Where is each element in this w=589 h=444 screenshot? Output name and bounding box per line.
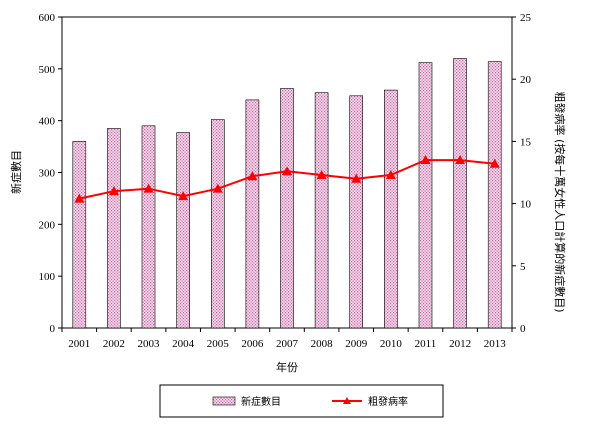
bar xyxy=(418,62,433,329)
y2-tick-label: 0 xyxy=(520,323,526,335)
bar xyxy=(141,125,156,329)
bar xyxy=(349,95,364,329)
bar xyxy=(280,88,294,329)
bar-series xyxy=(72,58,502,329)
line-point xyxy=(420,155,431,165)
x-tick-label: 2005 xyxy=(207,338,230,350)
x-tick-label: 2012 xyxy=(449,338,471,350)
y2-tick-label: 5 xyxy=(520,261,526,273)
bar xyxy=(245,99,260,329)
x-tick-label: 2013 xyxy=(484,338,507,350)
bar xyxy=(107,128,121,329)
x-tick-label: 2010 xyxy=(380,338,403,350)
bar xyxy=(211,119,225,329)
y2-axis-title: 粗發病率 (按每十萬女性人口計算的新症數目) xyxy=(553,91,567,312)
x-tick-label: 2003 xyxy=(138,338,161,350)
bar xyxy=(72,141,87,329)
line-point xyxy=(282,166,292,176)
x-tick-label: 2007 xyxy=(276,338,299,350)
legend-line-marker xyxy=(343,397,351,404)
x-tick-label: 2009 xyxy=(345,338,368,350)
line-point xyxy=(178,191,189,201)
bar xyxy=(314,92,329,329)
line-point xyxy=(74,193,85,203)
y-tick-label: 300 xyxy=(39,168,56,180)
bar xyxy=(176,132,190,329)
x-tick-label: 2011 xyxy=(415,338,437,350)
y-tick-label: 100 xyxy=(39,271,56,283)
line-point xyxy=(143,183,154,193)
legend-box xyxy=(159,384,444,418)
line-point xyxy=(351,173,362,183)
legend: 新症數目 粗發病率 xyxy=(159,384,444,418)
line-point xyxy=(455,155,466,165)
legend-bar-swatch xyxy=(212,396,236,406)
y2-tick-label: 25 xyxy=(520,12,532,24)
line-point xyxy=(212,183,223,193)
y-axis-title: 新症數目 xyxy=(9,150,23,194)
line-series xyxy=(74,155,500,203)
bar xyxy=(453,58,467,329)
line-point xyxy=(385,169,396,179)
y-tick-label: 500 xyxy=(39,64,56,76)
bar xyxy=(487,61,502,329)
x-tick-label: 2006 xyxy=(241,338,264,350)
legend-line-label: 粗發病率 xyxy=(368,395,408,408)
x-tick-label: 2002 xyxy=(103,338,125,350)
y-tick-label: 400 xyxy=(39,116,56,128)
bar xyxy=(383,89,398,329)
x-axis: 2001 2002 2003 2004 2005 2006 2007 2008 2009 2010… xyxy=(61,328,513,350)
line-point xyxy=(247,171,258,181)
x-tick-label: 2004 xyxy=(172,338,195,350)
y-tick-label: 600 xyxy=(39,12,56,24)
right-axis: 0 5 10 15 20 25 xyxy=(512,12,532,335)
x-axis-title: 年份 xyxy=(276,360,298,374)
y2-tick-label: 10 xyxy=(520,199,532,211)
line-point xyxy=(108,186,119,196)
x-tick-label: 2008 xyxy=(311,338,334,350)
y2-tick-label: 20 xyxy=(520,74,532,86)
y2-tick-label: 15 xyxy=(520,136,532,148)
line-point xyxy=(316,169,327,179)
left-axis: 0 100 200 300 400 500 600 xyxy=(39,12,62,335)
line-point xyxy=(489,158,500,168)
y-tick-label: 200 xyxy=(39,219,56,231)
x-tick-label: 2001 xyxy=(68,338,90,350)
y-tick-label: 0 xyxy=(50,323,56,335)
legend-bar-label: 新症數目 xyxy=(241,395,281,408)
